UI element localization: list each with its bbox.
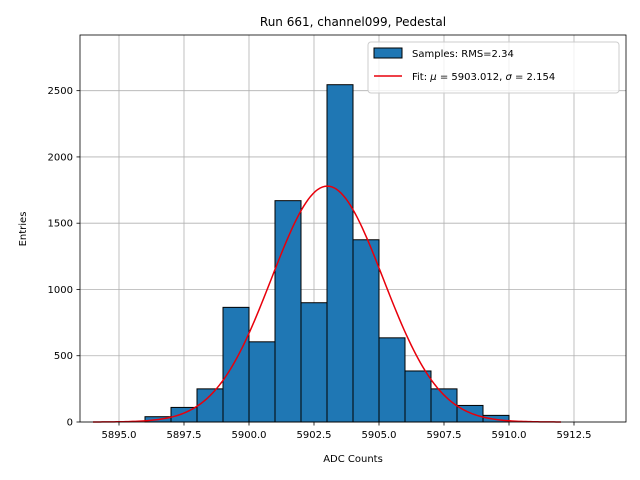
y-tick-label-1: 500 bbox=[54, 351, 73, 362]
y-axis-ticks: 0 500 1000 1500 2000 2500 bbox=[48, 86, 80, 429]
histogram-bar-9 bbox=[378, 337, 406, 423]
x-axis-title: ADC Counts bbox=[323, 454, 383, 465]
legend: Samples: RMS=2.34 Fit: μ = 5903.012, σ =… bbox=[367, 41, 620, 94]
legend-histogram-label: Samples: RMS=2.34 bbox=[412, 49, 514, 60]
legend-fit-mu-symbol: μ bbox=[429, 72, 436, 83]
plot-frame bbox=[79, 34, 627, 423]
histogram-bar-11 bbox=[430, 388, 458, 423]
histogram-bar-3 bbox=[222, 306, 250, 423]
x-tick-label-5: 5907.5 bbox=[427, 430, 462, 441]
legend-fit-mu-value: = 5903.012, bbox=[437, 72, 506, 83]
x-tick-label-6: 5910.0 bbox=[492, 430, 527, 441]
x-tick-label-4: 5905.0 bbox=[362, 430, 397, 441]
fit-curve bbox=[93, 185, 562, 423]
legend-box bbox=[367, 41, 620, 94]
x-tick-label-3: 5902.5 bbox=[297, 430, 332, 441]
histogram-bar-1 bbox=[170, 406, 198, 423]
y-tick-label-5: 2500 bbox=[48, 86, 73, 97]
y-axis-title: Entries bbox=[18, 212, 29, 247]
legend-fit-sigma-value: = 2.154 bbox=[512, 72, 555, 83]
x-tick-label-1: 5897.5 bbox=[167, 430, 202, 441]
legend-fit-sigma-symbol: σ bbox=[505, 72, 512, 83]
x-tick-label-0: 5895.0 bbox=[102, 430, 137, 441]
legend-fit-prefix: Fit: bbox=[412, 72, 430, 83]
chart-title: Run 661, channel099, Pedestal bbox=[260, 15, 446, 29]
histogram-bar-2 bbox=[196, 388, 224, 423]
y-tick-label-0: 0 bbox=[67, 418, 73, 429]
histogram-bar-5 bbox=[274, 200, 302, 423]
y-tick-label-4: 2000 bbox=[48, 152, 73, 163]
histogram-bar-10 bbox=[404, 370, 432, 423]
legend-fit-label: Fit: μ = 5903.012, σ = 2.154 bbox=[412, 72, 555, 83]
x-tick-label-2: 5900.0 bbox=[232, 430, 267, 441]
histogram-bar-4 bbox=[248, 341, 276, 423]
y-tick-label-3: 1500 bbox=[48, 219, 73, 230]
x-axis-ticks: 5895.0 5897.5 5900.0 5902.5 5905.0 5907.5 5910… bbox=[102, 422, 592, 441]
x-tick-label-7: 5912.5 bbox=[557, 430, 592, 441]
legend-histogram-swatch bbox=[373, 47, 403, 59]
histogram-bar-6 bbox=[300, 302, 328, 423]
y-tick-label-2: 1000 bbox=[48, 285, 73, 296]
histogram-bar-7 bbox=[326, 84, 354, 423]
histogram-bar-8 bbox=[352, 239, 380, 423]
